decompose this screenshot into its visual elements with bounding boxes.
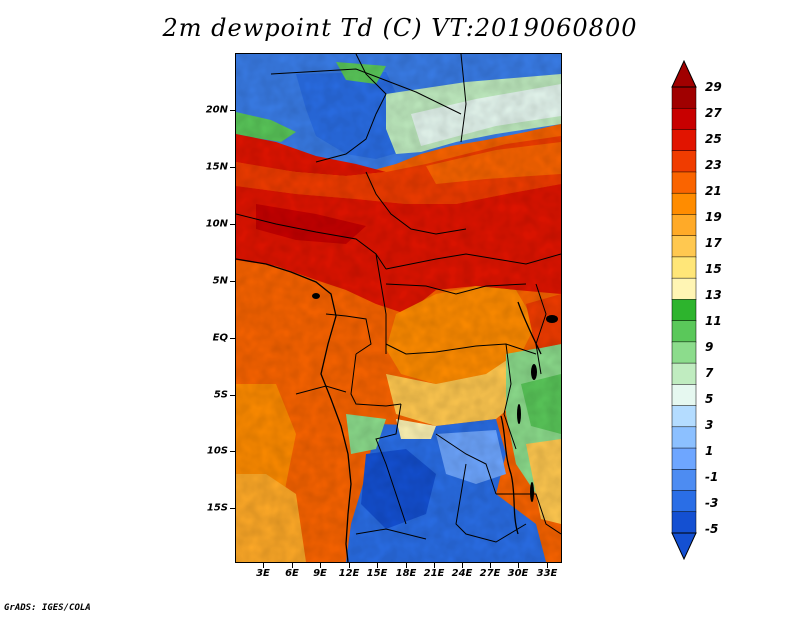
lon-label-21e: 21E [423, 568, 445, 579]
colorbar-segment [671, 426, 697, 449]
colorbar-segment [671, 447, 697, 470]
colorbar-segment [671, 277, 697, 301]
colorbar-segment [671, 362, 697, 385]
lon-label-3e: 3E [256, 568, 270, 579]
colorbar-label: 1 [705, 444, 714, 458]
lon-label-27e: 27E [479, 568, 501, 579]
colorbar-label: 21 [705, 184, 722, 198]
lon-label-30e: 30E [507, 568, 529, 579]
lat-tick [230, 281, 235, 282]
colorbar-label: 27 [705, 106, 722, 120]
lon-tick [377, 563, 378, 568]
colorbar-label: 13 [705, 288, 722, 302]
colorbar-segment [671, 214, 697, 237]
lon-tick [292, 563, 293, 568]
colorbar-upper-arrow [671, 60, 697, 88]
colorbar-label: 19 [705, 210, 722, 224]
lat-label-15s: 15S [206, 502, 228, 514]
grads-credit: GrADS: IGES/COLA [4, 603, 91, 613]
colorbar-label: 17 [705, 236, 722, 250]
colorbar-segment [671, 171, 697, 194]
lat-tick [230, 508, 235, 509]
lat-tick [230, 451, 235, 452]
colorbar-segment [671, 490, 697, 513]
colorbar-segment [671, 511, 697, 534]
lon-tick [490, 563, 491, 568]
colorbar-segment [671, 256, 697, 279]
country-borders [236, 54, 561, 543]
colorbar-segment [671, 320, 697, 343]
colorbar-label: 7 [705, 366, 714, 380]
colorbar-label: -1 [705, 470, 719, 484]
lat-tick [230, 224, 235, 225]
lat-tick [230, 167, 235, 168]
lat-label-20n: 20N [205, 104, 228, 116]
lat-label-eq: EQ [212, 332, 228, 344]
colorbar-segment [671, 235, 697, 258]
lat-tick [230, 110, 235, 111]
lon-tick [320, 563, 321, 568]
colorbar-label: -5 [705, 522, 719, 536]
colorbar-segment [671, 341, 697, 364]
colorbar-segment [671, 299, 697, 322]
field-texture [236, 54, 561, 562]
colorbar [671, 60, 697, 560]
colorbar-label: 5 [705, 392, 714, 406]
colorbar-segments [671, 86, 697, 534]
lon-tick [518, 563, 519, 568]
lakes [312, 293, 558, 502]
colorbar-label: -3 [705, 496, 719, 510]
lat-tick [230, 338, 235, 339]
lat-label-5s: 5S [213, 389, 228, 401]
chart-title: 2m dewpoint Td (C) VT:2019060800 [162, 14, 638, 42]
colorbar-label: 23 [705, 158, 722, 172]
lat-label-5n: 5N [212, 275, 228, 287]
lat-label-15n: 15N [205, 161, 228, 173]
colorbar-label: 11 [705, 314, 722, 328]
lon-label-33e: 33E [536, 568, 558, 579]
colorbar-label: 15 [705, 262, 722, 276]
colorbar-segment [671, 129, 697, 152]
lon-tick [406, 563, 407, 568]
lon-tick [434, 563, 435, 568]
lon-tick [547, 563, 548, 568]
colorbar-segment [671, 405, 697, 428]
lon-label-24e: 24E [451, 568, 473, 579]
lon-label-12e: 12E [338, 568, 360, 579]
map-panel [235, 53, 562, 563]
lat-tick [230, 395, 235, 396]
colorbar-segment [671, 86, 697, 109]
lat-label-10n: 10N [205, 218, 228, 230]
colorbar-label: 9 [705, 340, 714, 354]
lon-label-15e: 15E [366, 568, 388, 579]
lat-label-10s: 10S [206, 445, 228, 457]
coastline [236, 258, 542, 562]
colorbar-label: 25 [705, 132, 722, 146]
colorbar-segment [671, 469, 697, 492]
lon-label-18e: 18E [395, 568, 417, 579]
colorbar-segment [671, 384, 697, 407]
lon-tick [263, 563, 264, 568]
dewpoint-map [236, 54, 561, 562]
colorbar-lower-arrow [671, 532, 697, 560]
lon-label-9e: 9E [313, 568, 327, 579]
colorbar-label: 29 [705, 80, 722, 94]
lon-tick [349, 563, 350, 568]
lon-tick [462, 563, 463, 568]
colorbar-segment [671, 192, 697, 216]
lon-label-6e: 6E [285, 568, 299, 579]
colorbar-segment [671, 107, 697, 131]
colorbar-segment [671, 150, 697, 173]
colorbar-label: 3 [705, 418, 714, 432]
